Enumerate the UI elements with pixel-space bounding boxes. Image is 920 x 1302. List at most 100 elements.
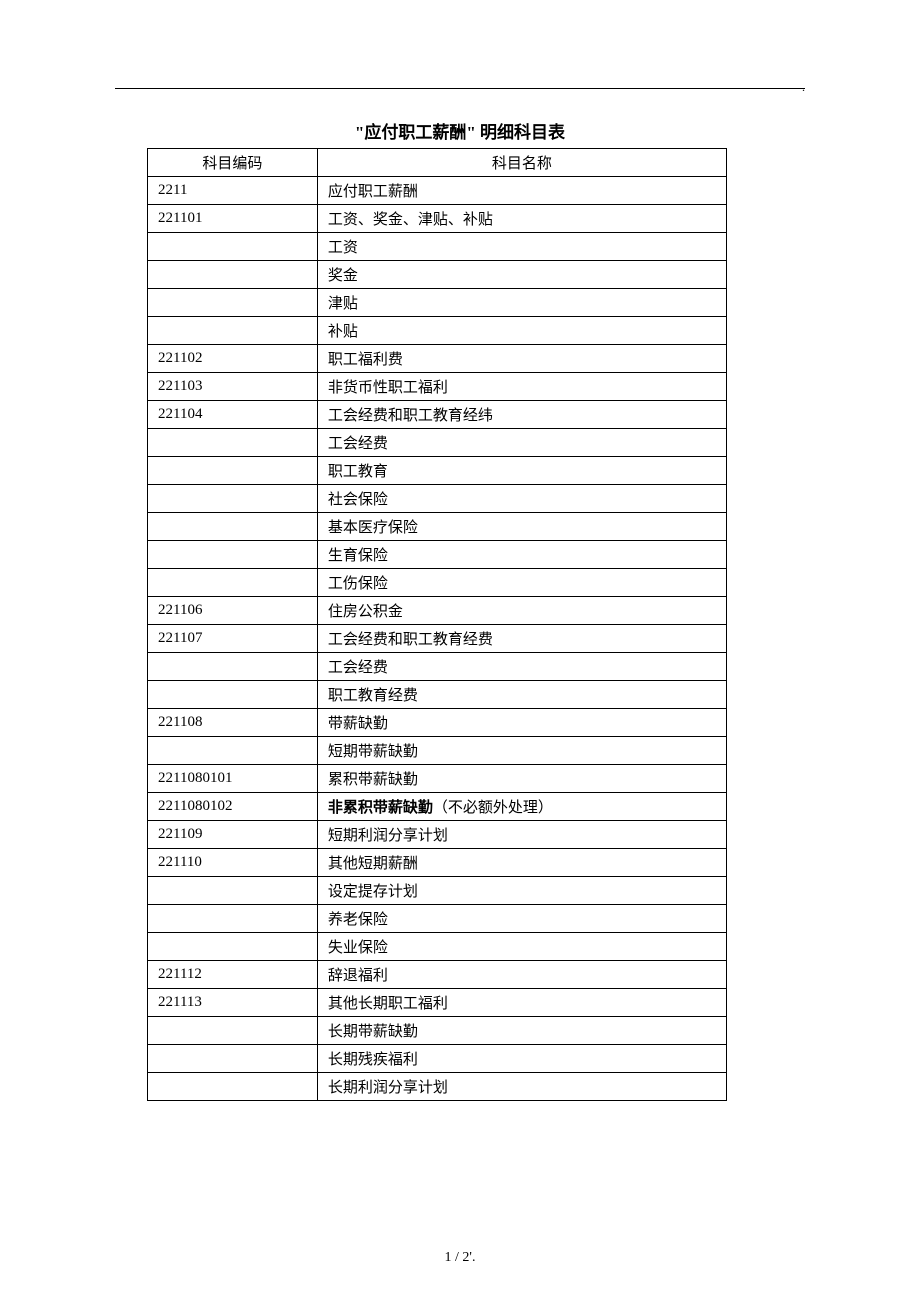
table-row: 社会保险 [148, 485, 727, 513]
name-cell: 生育保险 [317, 541, 726, 569]
table-row: 221109短期利润分享计划 [148, 821, 727, 849]
name-cell: 长期残疾福利 [317, 1045, 726, 1073]
code-cell [148, 681, 318, 709]
name-cell: 长期带薪缺勤 [317, 1017, 726, 1045]
code-cell: 221104 [148, 401, 318, 429]
code-cell: 2211 [148, 177, 318, 205]
name-cell: 带薪缺勤 [317, 709, 726, 737]
header-code: 科目编码 [148, 149, 318, 177]
name-cell: 非累积带薪缺勤（不必额外处理） [317, 793, 726, 821]
name-cell: 养老保险 [317, 905, 726, 933]
name-cell: 失业保险 [317, 933, 726, 961]
code-cell [148, 513, 318, 541]
name-cell: 非货币性职工福利 [317, 373, 726, 401]
page-title: "应付职工薪酬" 明细科目表 [0, 118, 920, 143]
code-cell [148, 485, 318, 513]
code-cell [148, 653, 318, 681]
code-cell [148, 541, 318, 569]
table-row: 工伤保险 [148, 569, 727, 597]
name-cell: 基本医疗保险 [317, 513, 726, 541]
name-cell: 津贴 [317, 289, 726, 317]
table-row: 长期利润分享计划 [148, 1073, 727, 1101]
code-cell: 221112 [148, 961, 318, 989]
table-row: 2211080102非累积带薪缺勤（不必额外处理） [148, 793, 727, 821]
code-cell: 2211080101 [148, 765, 318, 793]
account-table: 科目编码 科目名称 2211应付职工薪酬221101工资、奖金、津贴、补贴工资奖… [147, 148, 727, 1101]
name-cell: 辞退福利 [317, 961, 726, 989]
code-cell [148, 457, 318, 485]
table-row: 失业保险 [148, 933, 727, 961]
table-row: 2211应付职工薪酬 [148, 177, 727, 205]
name-cell: 累积带薪缺勤 [317, 765, 726, 793]
code-cell [148, 569, 318, 597]
table-row: 221107工会经费和职工教育经费 [148, 625, 727, 653]
table-row: 221110其他短期薪酬 [148, 849, 727, 877]
table-row: 221104工会经费和职工教育经纬 [148, 401, 727, 429]
name-bold-part: 非累积带薪缺勤 [328, 800, 433, 816]
table-row: 221101工资、奖金、津贴、补贴 [148, 205, 727, 233]
table-row: 长期带薪缺勤 [148, 1017, 727, 1045]
name-cell: 职工教育 [317, 457, 726, 485]
code-cell: 221103 [148, 373, 318, 401]
code-cell: 2211080102 [148, 793, 318, 821]
table-row: 221106住房公积金 [148, 597, 727, 625]
table-row: 奖金 [148, 261, 727, 289]
code-cell: 221109 [148, 821, 318, 849]
name-cell: 长期利润分享计划 [317, 1073, 726, 1101]
name-cell: 工会经费 [317, 653, 726, 681]
name-cell: 工会经费和职工教育经费 [317, 625, 726, 653]
name-cell: 奖金 [317, 261, 726, 289]
name-cell: 短期带薪缺勤 [317, 737, 726, 765]
table-header-row: 科目编码 科目名称 [148, 149, 727, 177]
table-row: 221103非货币性职工福利 [148, 373, 727, 401]
code-cell [148, 233, 318, 261]
table-row: 工会经费 [148, 653, 727, 681]
table-row: 工资 [148, 233, 727, 261]
account-table-wrap: 科目编码 科目名称 2211应付职工薪酬221101工资、奖金、津贴、补贴工资奖… [147, 148, 727, 1101]
code-cell [148, 933, 318, 961]
code-cell [148, 289, 318, 317]
code-cell [148, 1045, 318, 1073]
name-cell: 社会保险 [317, 485, 726, 513]
table-row: 短期带薪缺勤 [148, 737, 727, 765]
name-cell: 工会经费和职工教育经纬 [317, 401, 726, 429]
code-cell [148, 261, 318, 289]
table-row: 221113其他长期职工福利 [148, 989, 727, 1017]
code-cell [148, 317, 318, 345]
table-row: 设定提存计划 [148, 877, 727, 905]
table-row: 补贴 [148, 317, 727, 345]
name-cell: 工伤保险 [317, 569, 726, 597]
table-row: 2211080101累积带薪缺勤 [148, 765, 727, 793]
code-cell: 221106 [148, 597, 318, 625]
name-cell: 住房公积金 [317, 597, 726, 625]
code-cell [148, 737, 318, 765]
name-cell: 应付职工薪酬 [317, 177, 726, 205]
code-cell: 221107 [148, 625, 318, 653]
code-cell: 221113 [148, 989, 318, 1017]
name-cell: 补贴 [317, 317, 726, 345]
table-row: 养老保险 [148, 905, 727, 933]
table-row: 长期残疾福利 [148, 1045, 727, 1073]
name-cell: 工资 [317, 233, 726, 261]
name-cell: 职工福利费 [317, 345, 726, 373]
table-row: 职工教育 [148, 457, 727, 485]
table-row: 221112辞退福利 [148, 961, 727, 989]
table-row: 工会经费 [148, 429, 727, 457]
table-row: 基本医疗保险 [148, 513, 727, 541]
name-cell: 工资、奖金、津贴、补贴 [317, 205, 726, 233]
name-cell: 职工教育经费 [317, 681, 726, 709]
code-cell: 221102 [148, 345, 318, 373]
table-row: 津贴 [148, 289, 727, 317]
code-cell: 221101 [148, 205, 318, 233]
table-row: 221102职工福利费 [148, 345, 727, 373]
code-cell [148, 429, 318, 457]
name-cell: 设定提存计划 [317, 877, 726, 905]
name-cell: 短期利润分享计划 [317, 821, 726, 849]
code-cell: 221108 [148, 709, 318, 737]
code-cell [148, 905, 318, 933]
name-rest-part: （不必额外处理） [433, 800, 553, 816]
table-row: 生育保险 [148, 541, 727, 569]
code-cell [148, 1073, 318, 1101]
table-row: 职工教育经费 [148, 681, 727, 709]
name-cell: 其他长期职工福利 [317, 989, 726, 1017]
